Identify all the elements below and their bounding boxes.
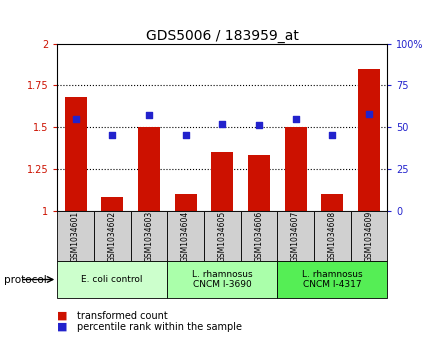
Bar [167,211,204,261]
Bar [351,211,387,261]
Text: ■: ■ [57,311,68,321]
Bar [94,211,131,261]
Text: GSM1034609: GSM1034609 [364,210,374,262]
Bar [57,261,167,298]
Point [292,116,299,122]
Bar [131,211,167,261]
Bar [285,127,307,211]
Text: protocol: protocol [4,274,47,285]
Text: GSM1034603: GSM1034603 [144,210,154,262]
Text: GSM1034608: GSM1034608 [328,211,337,261]
Text: GSM1034605: GSM1034605 [218,210,227,262]
Bar [138,127,160,211]
Bar [277,261,387,298]
Text: GSM1034601: GSM1034601 [71,211,80,261]
Text: E. coli control: E. coli control [81,275,143,284]
Text: percentile rank within the sample: percentile rank within the sample [77,322,242,332]
Text: GSM1034606: GSM1034606 [254,210,264,262]
Text: GSM1034604: GSM1034604 [181,210,190,262]
Text: GSM1034602: GSM1034602 [108,211,117,261]
Bar [358,69,380,211]
Bar [314,211,351,261]
Point [182,132,189,138]
Bar [167,261,277,298]
Point [109,132,116,138]
Bar [277,211,314,261]
Point [329,132,336,138]
Text: ■: ■ [57,322,68,332]
Point [365,111,372,117]
Point [219,121,226,127]
Title: GDS5006 / 183959_at: GDS5006 / 183959_at [146,29,299,42]
Point [72,116,79,122]
Bar [248,155,270,211]
Text: transformed count: transformed count [77,311,168,321]
Bar [175,194,197,211]
Text: L. rhamnosus
CNCM I-4317: L. rhamnosus CNCM I-4317 [302,270,363,289]
Bar [321,194,343,211]
Bar [57,211,94,261]
Point [255,122,262,128]
Bar [204,211,241,261]
Point [145,113,152,118]
Text: GSM1034607: GSM1034607 [291,210,300,262]
Bar [211,152,233,211]
Bar [101,197,123,211]
Bar [241,211,277,261]
Text: L. rhamnosus
CNCM I-3690: L. rhamnosus CNCM I-3690 [192,270,253,289]
Bar [65,97,87,211]
